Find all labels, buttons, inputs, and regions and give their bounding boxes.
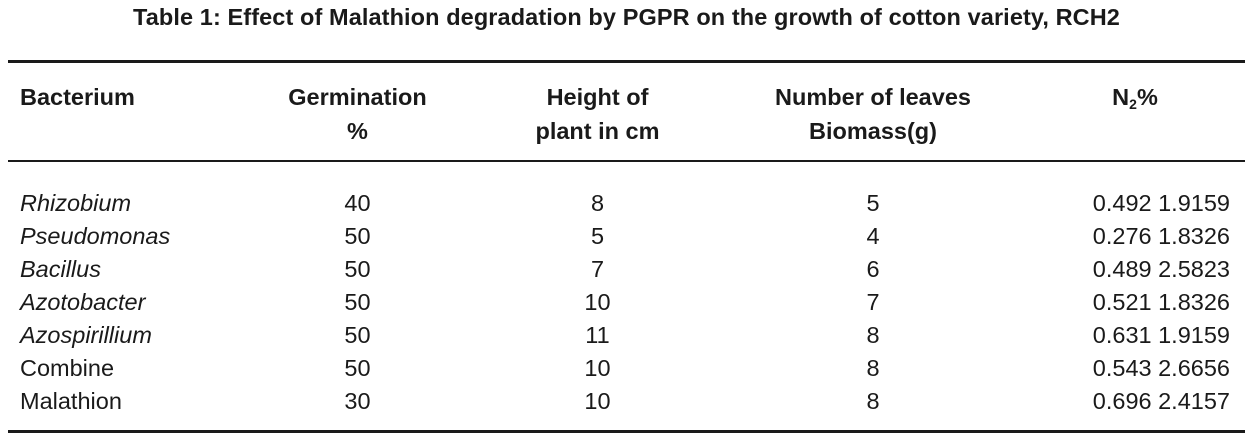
header-leaves-line1: Number of leaves (775, 84, 971, 110)
cell-n2: 0.696 2.4157 (1092, 388, 1230, 414)
cell-leaves: 8 (866, 322, 880, 348)
header-bacterium: Bacterium (20, 80, 135, 114)
header-height: Height of plant in cm (485, 80, 710, 148)
cell-bacterium: Pseudomonas (20, 223, 171, 249)
cell-n2: 0.489 2.5823 (1092, 256, 1230, 282)
cell-bacterium: Combine (20, 355, 115, 381)
cell-leaves: 7 (866, 289, 880, 315)
table-row: Azospirillium 50 11 8 0.631 1.9159 (0, 319, 1253, 352)
cell-germination: 50 (344, 322, 371, 348)
table-header-rule (8, 160, 1245, 162)
cell-height: 10 (584, 355, 611, 381)
cell-bacterium: Rhizobium (20, 190, 132, 216)
header-leaves: Number of leaves Biomass(g) (738, 80, 1008, 148)
cell-height: 5 (590, 223, 605, 249)
table-row: Rhizobium 40 8 5 0.492 1.9159 (0, 187, 1253, 220)
header-n2-label: N2% (1045, 80, 1225, 121)
header-height-line2: plant in cm (535, 118, 660, 144)
header-germination: Germination % (245, 80, 470, 148)
table-top-rule (8, 60, 1245, 63)
table-row: Malathion 30 10 8 0.696 2.4157 (0, 385, 1253, 418)
cell-height: 8 (590, 190, 605, 216)
header-germination-line1: Germination (288, 84, 427, 110)
cell-germination: 50 (344, 355, 371, 381)
cell-height: 11 (585, 322, 610, 348)
header-n2-sub: 2 (1129, 96, 1137, 112)
table-row: Pseudomonas 50 5 4 0.276 1.8326 (0, 220, 1253, 253)
cell-leaves: 5 (866, 190, 880, 216)
table-row: Combine 50 10 8 0.543 2.6656 (0, 352, 1253, 385)
table-row: Azotobacter 50 10 7 0.521 1.8326 (0, 286, 1253, 319)
header-height-line1: Height of (546, 84, 649, 110)
cell-leaves: 4 (866, 223, 880, 249)
cell-height: 10 (584, 289, 611, 315)
header-leaves-line2: Biomass(g) (809, 118, 937, 144)
cell-height: 7 (590, 256, 605, 282)
cell-n2: 0.492 1.9159 (1092, 190, 1230, 216)
cell-leaves: 8 (866, 355, 880, 381)
cell-n2: 0.543 2.6656 (1092, 355, 1230, 381)
header-germination-line2: % (347, 118, 368, 144)
cell-germination: 40 (344, 190, 371, 216)
cell-germination: 50 (344, 256, 371, 282)
header-n2-base: N (1112, 84, 1130, 110)
cell-bacterium: Azotobacter (20, 289, 146, 315)
cell-germination: 30 (344, 388, 371, 414)
cell-n2: 0.276 1.8326 (1092, 223, 1230, 249)
table-row: Bacillus 50 7 6 0.489 2.5823 (0, 253, 1253, 286)
header-n2: N2% (1045, 80, 1225, 121)
cell-leaves: 6 (866, 256, 880, 282)
cell-height: 10 (584, 388, 611, 414)
cell-germination: 50 (344, 289, 371, 315)
table-caption: Table 1: Effect of Malathion degradation… (133, 4, 1120, 30)
cell-n2: 0.521 1.8326 (1092, 289, 1230, 315)
cell-leaves: 8 (866, 388, 880, 414)
table-body: Rhizobium 40 8 5 0.492 1.9159 Pseudomonas 50 5 4… (0, 187, 1253, 418)
header-bacterium-label: Bacterium (20, 84, 135, 110)
table-bottom-rule (8, 430, 1245, 433)
cell-bacterium: Azospirillium (20, 322, 152, 348)
cell-n2: 0.631 1.9159 (1092, 322, 1230, 348)
cell-bacterium: Bacillus (20, 256, 101, 282)
cell-bacterium: Malathion (20, 388, 122, 414)
header-n2-suffix: % (1136, 84, 1158, 110)
cell-germination: 50 (344, 223, 371, 249)
